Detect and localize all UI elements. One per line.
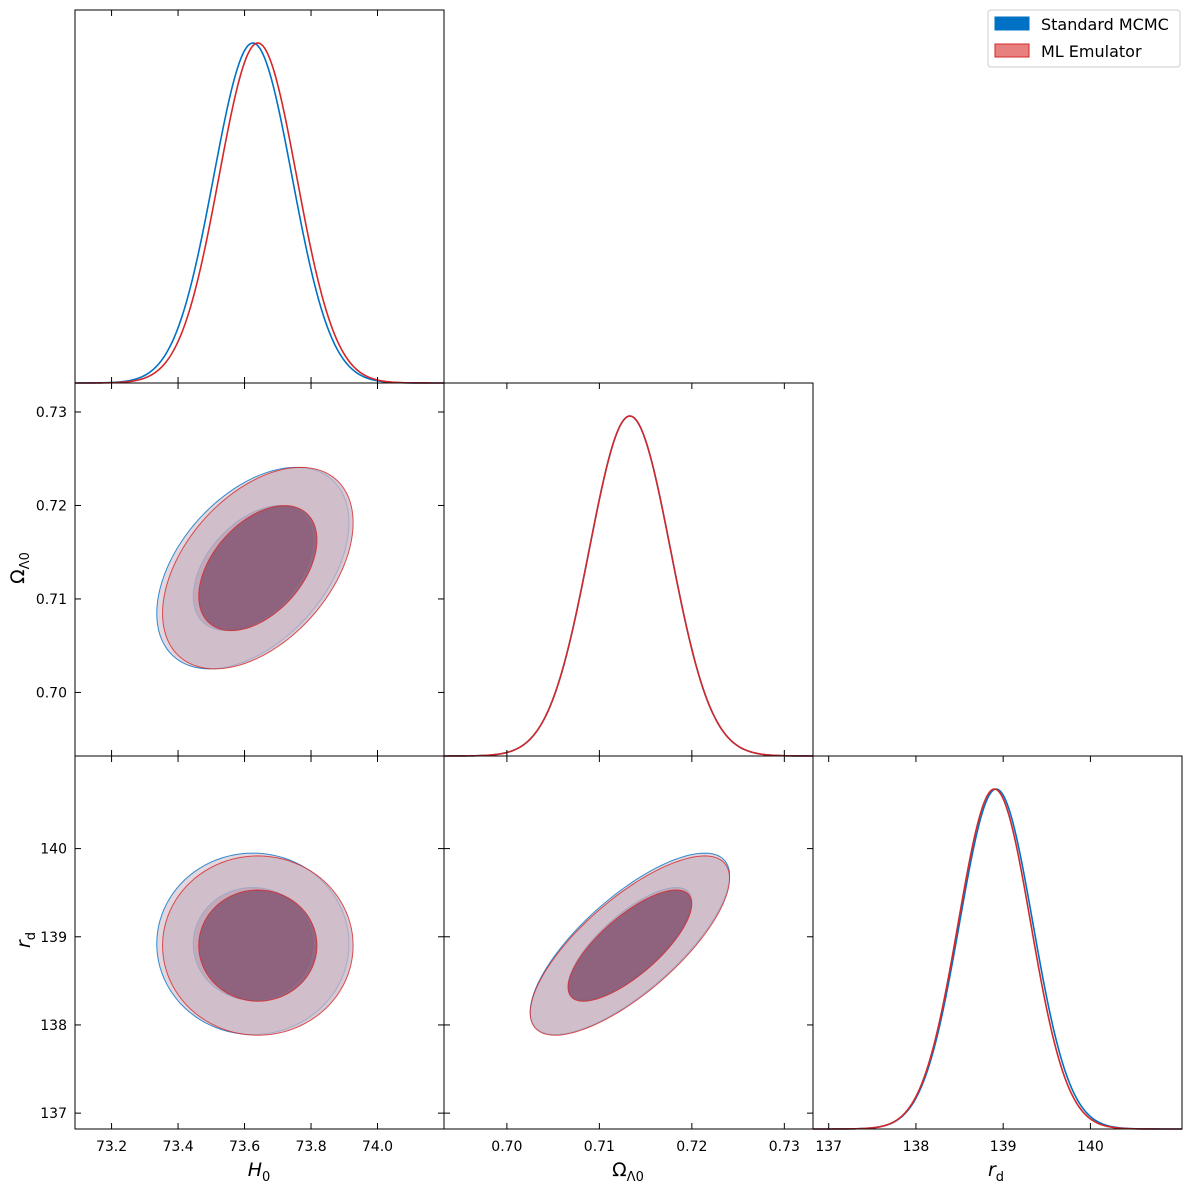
marginal-panel-rd bbox=[813, 788, 1182, 1130]
y-tick-label: 0.70 bbox=[36, 685, 67, 701]
contour-68-ml-emulator bbox=[198, 505, 318, 632]
legend-label-ml-emulator: ML Emulator bbox=[1041, 42, 1142, 61]
y-tick-label: 139 bbox=[40, 930, 67, 946]
x-tick-label: 0.72 bbox=[676, 1139, 707, 1155]
panel-frame-0-0 bbox=[74, 9, 445, 384]
y-axis-label-omega: ΩΛ0 bbox=[7, 552, 33, 584]
x-tick-label: 139 bbox=[990, 1139, 1017, 1155]
legend-swatch-ml-emulator bbox=[994, 43, 1030, 58]
x-tick-label: 73.6 bbox=[229, 1139, 260, 1155]
marginal-curve-standard-mcmc bbox=[813, 788, 1182, 1130]
x-tick-label: 140 bbox=[1077, 1139, 1104, 1155]
marginal-curve-ml-emulator bbox=[444, 415, 814, 757]
contour-68-ml-emulator bbox=[567, 889, 693, 1002]
contour-panel-H0-OmegaL0 bbox=[156, 466, 354, 670]
x-tick-label: 73.8 bbox=[295, 1139, 326, 1155]
contour-68-ml-emulator bbox=[198, 889, 318, 1002]
x-tick-label: 73.4 bbox=[162, 1139, 193, 1155]
y-tick-label: 137 bbox=[40, 1106, 67, 1122]
panel-frame-1-1 bbox=[443, 382, 814, 757]
marginal-curve-ml-emulator bbox=[75, 42, 444, 384]
contour-panel-OmegaL0-rd bbox=[529, 852, 731, 1036]
x-tick-label: 0.70 bbox=[491, 1139, 522, 1155]
x-tick-label: 0.71 bbox=[584, 1139, 615, 1155]
x-tick-label: 0.73 bbox=[769, 1139, 800, 1155]
contour-panel-H0-rd bbox=[156, 852, 354, 1036]
y-tick-label: 138 bbox=[40, 1018, 67, 1034]
marginal-curve-ml-emulator bbox=[813, 788, 1182, 1130]
panel-frame-2-2 bbox=[812, 755, 1183, 1130]
panels: 0.70 0.71 0.72 0.73 73.2 73.4 73.6 73.8 74.0 137 1… bbox=[36, 9, 1183, 1155]
x-axis-label-rd: rd bbox=[988, 1159, 1004, 1185]
y-tick-label: 0.72 bbox=[36, 498, 67, 514]
x-axis-label-h0: H0 bbox=[248, 1159, 271, 1185]
y-axis-label-rd: rd bbox=[13, 932, 39, 948]
x-tick-label: 138 bbox=[903, 1139, 930, 1155]
x-axis-label-omega: ΩΛ0 bbox=[612, 1159, 644, 1185]
y-tick-label: 0.73 bbox=[36, 405, 67, 421]
marginal-panel-H0 bbox=[75, 42, 444, 384]
legend-swatch-standard-mcmc bbox=[994, 16, 1030, 31]
legend: Standard MCMC ML Emulator bbox=[987, 9, 1181, 68]
marginal-panel-OmegaL0 bbox=[444, 415, 814, 757]
marginal-curve-standard-mcmc bbox=[75, 42, 444, 384]
x-tick-label: 74.0 bbox=[362, 1139, 393, 1155]
y-tick-label: 0.71 bbox=[36, 592, 67, 608]
legend-label-standard-mcmc: Standard MCMC bbox=[1041, 15, 1169, 34]
x-tick-label: 137 bbox=[815, 1139, 842, 1155]
legend-frame bbox=[987, 9, 1181, 68]
y-tick-label: 140 bbox=[40, 842, 67, 858]
marginal-curve-standard-mcmc bbox=[444, 415, 814, 757]
x-tick-label: 73.2 bbox=[96, 1139, 127, 1155]
